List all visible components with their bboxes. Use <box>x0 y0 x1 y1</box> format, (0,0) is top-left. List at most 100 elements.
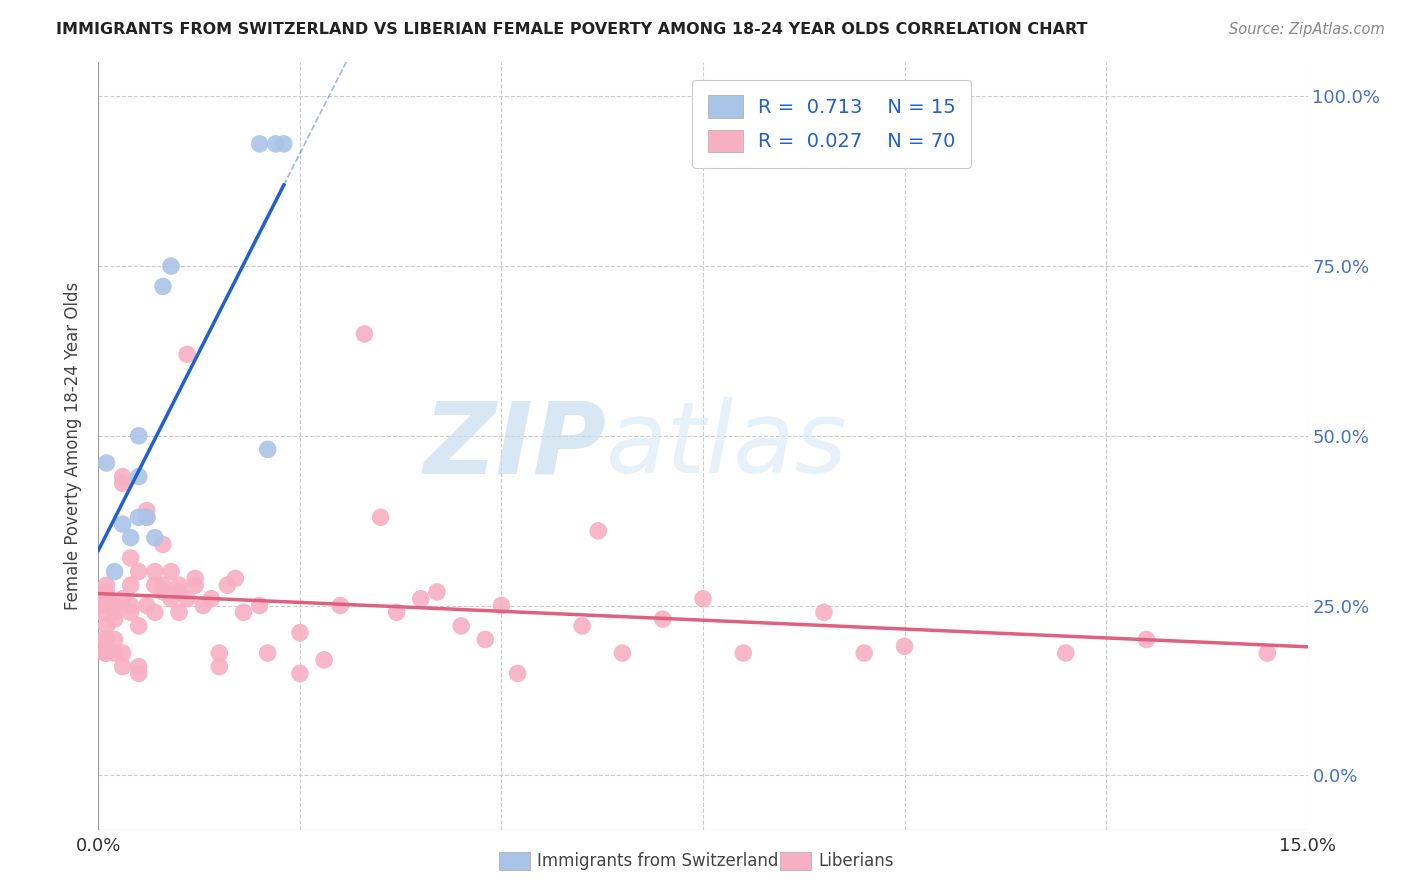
Point <box>128 666 150 681</box>
Point <box>1256 646 1278 660</box>
Point <box>256 646 278 660</box>
Text: Liberians: Liberians <box>818 852 894 870</box>
Point <box>256 442 278 457</box>
Point <box>474 632 496 647</box>
Point <box>208 659 231 673</box>
Point <box>128 469 150 483</box>
Point <box>91 599 114 613</box>
Point <box>103 612 125 626</box>
Point <box>329 599 352 613</box>
Point <box>103 605 125 619</box>
Point <box>120 605 142 619</box>
Point <box>152 585 174 599</box>
Point <box>426 585 449 599</box>
Point <box>160 591 183 606</box>
Point <box>288 666 311 681</box>
Point <box>128 510 150 524</box>
Text: IMMIGRANTS FROM SWITZERLAND VS LIBERIAN FEMALE POVERTY AMONG 18-24 YEAR OLDS COR: IMMIGRANTS FROM SWITZERLAND VS LIBERIAN … <box>56 22 1088 37</box>
Point <box>91 605 114 619</box>
Point <box>111 476 134 491</box>
Point <box>450 619 472 633</box>
Point <box>1054 646 1077 660</box>
Point <box>853 646 876 660</box>
Point <box>264 136 287 151</box>
Point <box>586 524 609 538</box>
Point <box>143 531 166 545</box>
Point <box>103 565 125 579</box>
Point <box>152 537 174 551</box>
Point <box>143 565 166 579</box>
Point <box>176 347 198 361</box>
Point <box>571 619 593 633</box>
Point <box>288 625 311 640</box>
Point <box>1135 632 1157 647</box>
Point <box>96 456 118 470</box>
Point <box>167 578 190 592</box>
Point <box>120 551 142 566</box>
Point <box>135 503 157 517</box>
Point <box>111 646 134 660</box>
Point <box>128 619 150 633</box>
Point <box>249 599 271 613</box>
Point <box>893 640 915 654</box>
Point <box>733 646 755 660</box>
Point <box>135 599 157 613</box>
Point <box>506 666 529 681</box>
Point <box>152 578 174 592</box>
Point <box>353 326 375 341</box>
Point <box>370 510 392 524</box>
Point <box>93 632 115 647</box>
Point <box>111 469 134 483</box>
Point <box>232 605 254 619</box>
Point <box>273 136 295 151</box>
Point <box>128 565 150 579</box>
Point <box>135 510 157 524</box>
Point <box>200 591 222 606</box>
Point <box>96 585 118 599</box>
Point <box>96 591 118 606</box>
Point <box>128 659 150 673</box>
Point <box>208 646 231 660</box>
Point <box>184 571 207 585</box>
Point <box>103 599 125 613</box>
Point <box>176 591 198 606</box>
Point <box>160 259 183 273</box>
Text: ZIP: ZIP <box>423 398 606 494</box>
Point <box>152 279 174 293</box>
Point <box>167 605 190 619</box>
Point <box>120 599 142 613</box>
Point <box>120 578 142 592</box>
Point <box>184 578 207 592</box>
Point <box>612 646 634 660</box>
Point <box>96 632 118 647</box>
Text: Immigrants from Switzerland: Immigrants from Switzerland <box>537 852 779 870</box>
Point <box>120 531 142 545</box>
Point <box>103 632 125 647</box>
Point <box>111 591 134 606</box>
Point <box>193 599 215 613</box>
Point <box>94 646 117 660</box>
Point <box>103 646 125 660</box>
Text: Source: ZipAtlas.com: Source: ZipAtlas.com <box>1229 22 1385 37</box>
Point <box>409 591 432 606</box>
Point <box>314 653 336 667</box>
Point <box>96 578 118 592</box>
Legend: R =  0.713    N = 15, R =  0.027    N = 70: R = 0.713 N = 15, R = 0.027 N = 70 <box>692 79 972 168</box>
Text: atlas: atlas <box>606 398 848 494</box>
Point <box>651 612 673 626</box>
Point <box>128 429 150 443</box>
Point <box>167 585 190 599</box>
Point <box>491 599 513 613</box>
Point <box>249 136 271 151</box>
Point <box>692 591 714 606</box>
Point <box>96 646 118 660</box>
Y-axis label: Female Poverty Among 18-24 Year Olds: Female Poverty Among 18-24 Year Olds <box>65 282 83 610</box>
Point <box>135 510 157 524</box>
Point <box>111 659 134 673</box>
Point <box>217 578 239 592</box>
Point <box>143 578 166 592</box>
Point <box>160 565 183 579</box>
Point <box>813 605 835 619</box>
Point <box>143 605 166 619</box>
Point <box>385 605 408 619</box>
